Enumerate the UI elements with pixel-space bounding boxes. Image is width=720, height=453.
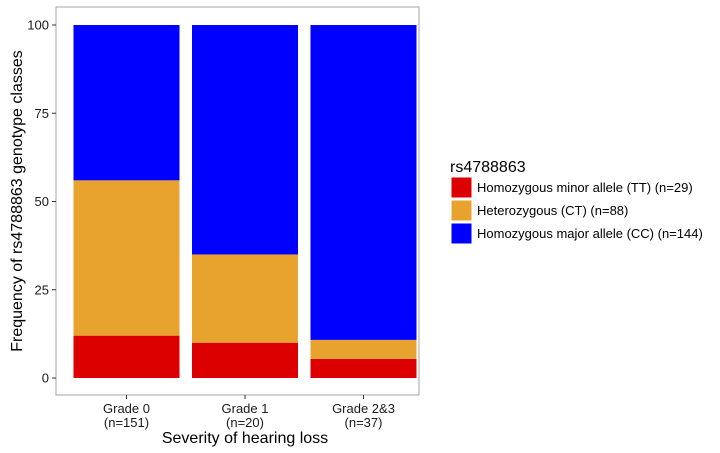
y-tick-label: 25 (35, 282, 49, 297)
bar-segment (73, 335, 180, 378)
legend-swatch (450, 176, 473, 199)
y-tick-label: 50 (35, 194, 49, 209)
x-axis: Grade 0 (n=151) Grade 1 (n=20) Grade 2&3 (n=3… (103, 395, 395, 430)
bar-segment (73, 25, 180, 181)
bar-segment (73, 180, 180, 336)
x-axis-title: Severity of hearing loss (162, 430, 328, 447)
y-tick-label: 75 (35, 106, 49, 121)
bar-segment (310, 339, 417, 359)
x-tick-label: Grade 0 (n=151) (103, 401, 150, 430)
x-tick-label: Grade 1 (n=20) (222, 401, 269, 430)
legend: rs4788863 Homozygous minor allele (TT) (… (450, 159, 703, 245)
legend-swatch (450, 222, 473, 245)
legend-label: Homozygous major allele (CC) (n=144) (477, 226, 703, 241)
legend-title: rs4788863 (450, 159, 526, 176)
bar-segment (192, 25, 298, 255)
x-tick-label: Grade 2&3 (n=37) (332, 401, 395, 430)
bar-group (73, 25, 417, 378)
bar-segment (310, 25, 417, 340)
bar-segment (192, 342, 298, 378)
y-tick-label: 100 (27, 18, 49, 33)
legend-label: Heterozygous (CT) (n=88) (477, 203, 628, 218)
y-axis: 0 25 50 75 100 (27, 18, 56, 386)
legend-label: Homozygous minor allele (TT) (n=29) (477, 180, 693, 195)
y-tick-label: 0 (42, 371, 49, 386)
bar-segment (310, 358, 417, 378)
y-axis-title: Frequency of rs4788863 genotype classes (9, 50, 26, 352)
legend-swatch (450, 199, 473, 222)
bar-segment (192, 254, 298, 343)
